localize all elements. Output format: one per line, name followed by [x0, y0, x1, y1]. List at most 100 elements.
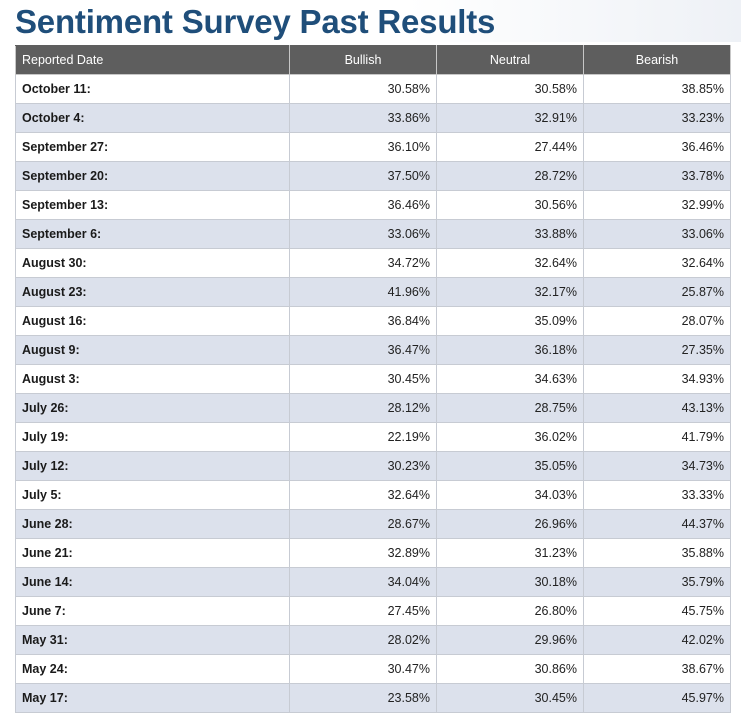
neutral-cell: 33.88%	[436, 219, 584, 249]
bearish-cell: 42.02%	[583, 625, 731, 655]
column-header-neutral: Neutral	[436, 45, 584, 75]
neutral-cell: 34.63%	[436, 364, 584, 394]
page-title: Sentiment Survey Past Results	[15, 3, 496, 40]
date-cell: July 12:	[15, 451, 290, 481]
table-row: July 26: 28.12% 28.75% 43.13%	[15, 393, 731, 423]
bullish-cell: 22.19%	[289, 422, 437, 452]
table-row: October 4: 33.86% 32.91% 33.23%	[15, 103, 731, 133]
table-row: July 19: 22.19% 36.02% 41.79%	[15, 422, 731, 452]
bearish-cell: 34.73%	[583, 451, 731, 481]
table-body: October 11: 30.58% 30.58% 38.85% October 4: 3…	[15, 74, 731, 713]
bullish-cell: 34.04%	[289, 567, 437, 597]
bearish-cell: 32.64%	[583, 248, 731, 278]
bullish-cell: 33.86%	[289, 103, 437, 133]
bullish-cell: 36.46%	[289, 190, 437, 220]
table-row: August 3: 30.45% 34.63% 34.93%	[15, 364, 731, 394]
table-row: September 20: 37.50% 28.72% 33.78%	[15, 161, 731, 191]
bearish-cell: 35.79%	[583, 567, 731, 597]
neutral-cell: 29.96%	[436, 625, 584, 655]
neutral-cell: 35.05%	[436, 451, 584, 481]
neutral-cell: 30.18%	[436, 567, 584, 597]
neutral-cell: 27.44%	[436, 132, 584, 162]
header-row: Reported Date Bullish Neutral Bearish	[15, 45, 731, 75]
neutral-cell: 30.58%	[436, 74, 584, 104]
date-cell: July 19:	[15, 422, 290, 452]
bearish-cell: 45.97%	[583, 683, 731, 713]
neutral-cell: 36.18%	[436, 335, 584, 365]
date-cell: September 20:	[15, 161, 290, 191]
date-cell: June 14:	[15, 567, 290, 597]
neutral-cell: 30.56%	[436, 190, 584, 220]
bullish-cell: 34.72%	[289, 248, 437, 278]
date-cell: September 6:	[15, 219, 290, 249]
neutral-cell: 32.64%	[436, 248, 584, 278]
neutral-cell: 28.75%	[436, 393, 584, 423]
bullish-cell: 23.58%	[289, 683, 437, 713]
table-row: September 6: 33.06% 33.88% 33.06%	[15, 219, 731, 249]
column-header-bullish: Bullish	[289, 45, 437, 75]
table-row: September 27: 36.10% 27.44% 36.46%	[15, 132, 731, 162]
bullish-cell: 32.89%	[289, 538, 437, 568]
table-row: September 13: 36.46% 30.56% 32.99%	[15, 190, 731, 220]
bullish-cell: 36.47%	[289, 335, 437, 365]
bearish-cell: 34.93%	[583, 364, 731, 394]
bearish-cell: 27.35%	[583, 335, 731, 365]
date-cell: May 31:	[15, 625, 290, 655]
neutral-cell: 32.91%	[436, 103, 584, 133]
bullish-cell: 30.58%	[289, 74, 437, 104]
bullish-cell: 37.50%	[289, 161, 437, 191]
table-row: August 23: 41.96% 32.17% 25.87%	[15, 277, 731, 307]
bullish-cell: 36.10%	[289, 132, 437, 162]
bearish-cell: 33.23%	[583, 103, 731, 133]
neutral-cell: 32.17%	[436, 277, 584, 307]
date-cell: August 3:	[15, 364, 290, 394]
bearish-cell: 33.78%	[583, 161, 731, 191]
neutral-cell: 28.72%	[436, 161, 584, 191]
neutral-cell: 26.96%	[436, 509, 584, 539]
date-cell: June 7:	[15, 596, 290, 626]
date-cell: September 13:	[15, 190, 290, 220]
title-banner	[0, 0, 741, 42]
date-cell: May 17:	[15, 683, 290, 713]
date-cell: July 26:	[15, 393, 290, 423]
bullish-cell: 28.67%	[289, 509, 437, 539]
date-cell: June 21:	[15, 538, 290, 568]
bearish-cell: 28.07%	[583, 306, 731, 336]
neutral-cell: 30.45%	[436, 683, 584, 713]
date-cell: September 27:	[15, 132, 290, 162]
date-cell: June 28:	[15, 509, 290, 539]
bearish-cell: 38.85%	[583, 74, 731, 104]
bullish-cell: 28.12%	[289, 393, 437, 423]
neutral-cell: 34.03%	[436, 480, 584, 510]
neutral-cell: 35.09%	[436, 306, 584, 336]
bearish-cell: 33.06%	[583, 219, 731, 249]
table-row: July 12: 30.23% 35.05% 34.73%	[15, 451, 731, 481]
table-row: June 21: 32.89% 31.23% 35.88%	[15, 538, 731, 568]
column-header-reported-date: Reported Date	[15, 45, 290, 75]
bullish-cell: 30.45%	[289, 364, 437, 394]
table-row: June 7: 27.45% 26.80% 45.75%	[15, 596, 731, 626]
table-row: June 28: 28.67% 26.96% 44.37%	[15, 509, 731, 539]
date-cell: October 11:	[15, 74, 290, 104]
table-row: August 30: 34.72% 32.64% 32.64%	[15, 248, 731, 278]
bullish-cell: 30.23%	[289, 451, 437, 481]
date-cell: May 24:	[15, 654, 290, 684]
date-cell: August 30:	[15, 248, 290, 278]
date-cell: August 16:	[15, 306, 290, 336]
table-header: Reported Date Bullish Neutral Bearish	[15, 45, 731, 75]
bullish-cell: 41.96%	[289, 277, 437, 307]
table-row: August 16: 36.84% 35.09% 28.07%	[15, 306, 731, 336]
bearish-cell: 25.87%	[583, 277, 731, 307]
bullish-cell: 32.64%	[289, 480, 437, 510]
table-row: May 17: 23.58% 30.45% 45.97%	[15, 683, 731, 713]
neutral-cell: 36.02%	[436, 422, 584, 452]
neutral-cell: 26.80%	[436, 596, 584, 626]
bullish-cell: 30.47%	[289, 654, 437, 684]
date-cell: July 5:	[15, 480, 290, 510]
table-row: July 5: 32.64% 34.03% 33.33%	[15, 480, 731, 510]
table-row: October 11: 30.58% 30.58% 38.85%	[15, 74, 731, 104]
bearish-cell: 43.13%	[583, 393, 731, 423]
bullish-cell: 36.84%	[289, 306, 437, 336]
bearish-cell: 38.67%	[583, 654, 731, 684]
table-row: May 31: 28.02% 29.96% 42.02%	[15, 625, 731, 655]
